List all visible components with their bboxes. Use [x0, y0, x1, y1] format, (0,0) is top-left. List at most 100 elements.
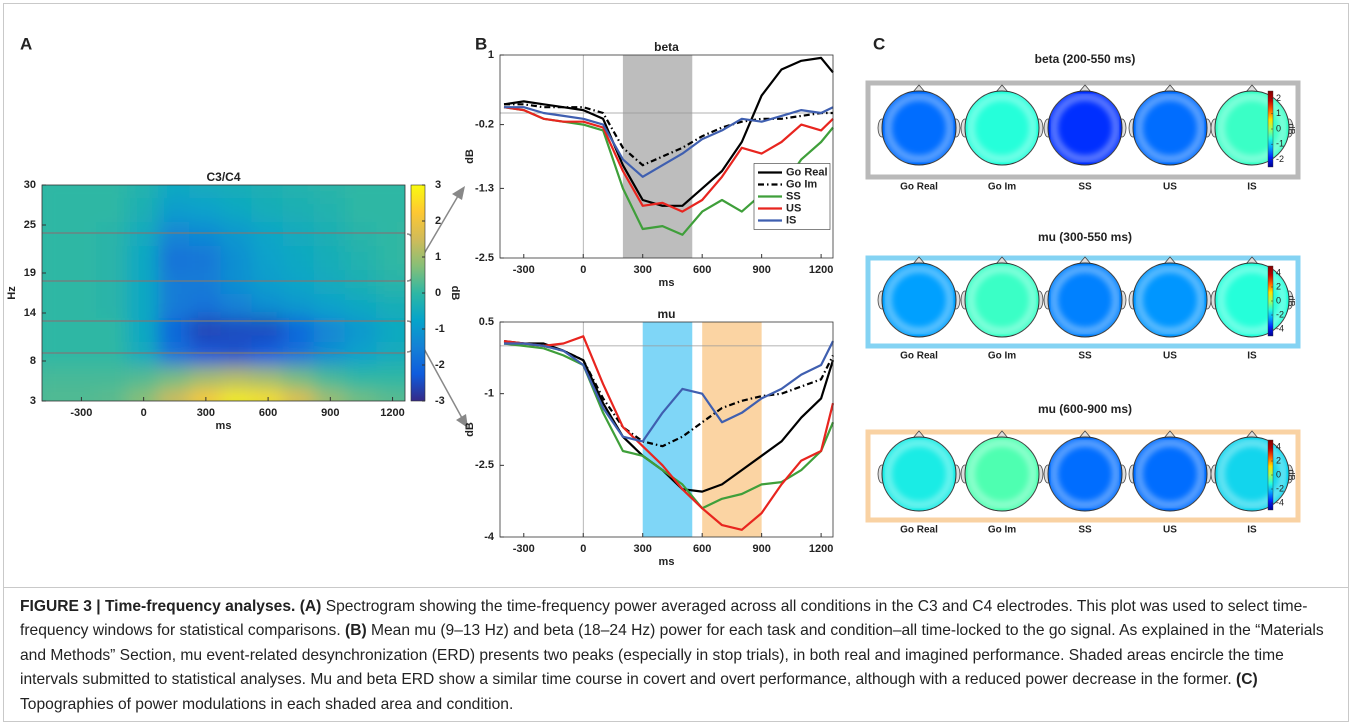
chart-title: C3/C4	[206, 170, 240, 184]
heatmap-cell	[95, 364, 130, 390]
heatmap-cell	[344, 316, 378, 342]
colorbar-tick-label: -1	[1276, 139, 1284, 149]
topography	[964, 262, 1040, 338]
figure-frame	[3, 3, 1349, 722]
heatmap-cell	[375, 244, 405, 270]
topography	[964, 436, 1040, 512]
topography-rim	[884, 265, 954, 335]
x-tick-label: 600	[693, 543, 711, 555]
x-axis-label: ms	[216, 420, 232, 432]
nose	[995, 84, 1009, 93]
heatmap-cell	[220, 244, 254, 270]
panel-label: B	[475, 34, 487, 53]
separator	[4, 587, 1348, 588]
y-tick-label: 1	[488, 49, 494, 61]
condition-label: Go Im	[988, 351, 1016, 362]
y-tick-label: -2.5	[475, 459, 494, 471]
heatmap-cell	[375, 292, 405, 318]
topography	[1047, 262, 1123, 338]
heatmap-cell	[42, 292, 67, 318]
topomap-title: beta (200-550 ms)	[1035, 52, 1136, 66]
heatmap-cell	[375, 388, 405, 401]
figure: -300 0 300 600 900 12003814192530C3/C4msHzA-3…	[6, 34, 1301, 568]
condition-label: Go Real	[900, 525, 938, 536]
heatmap-clip	[42, 185, 405, 401]
y-tick-label: 19	[24, 267, 36, 279]
heatmap-cell	[313, 364, 347, 390]
x-tick-label: -300	[70, 407, 92, 419]
x-tick-label: -300	[513, 543, 535, 555]
heatmap-cell	[64, 388, 98, 401]
heatmap-cell	[220, 316, 254, 342]
heatmap-cell	[313, 292, 347, 318]
shaded-interval	[702, 322, 762, 537]
plot-frame	[499, 54, 834, 259]
colorbar-tick-label: 0	[435, 287, 441, 299]
topography-rim	[967, 93, 1037, 163]
colorbar-tick-label: 2	[435, 215, 441, 227]
x-axis-label: ms	[659, 277, 675, 289]
topography	[1047, 436, 1123, 512]
nose	[1163, 430, 1177, 439]
topography-rim	[1135, 93, 1205, 163]
heatmap-cell	[313, 196, 347, 222]
heatmap-cell	[313, 185, 347, 198]
condition-label: SS	[1078, 351, 1092, 362]
heatmap-cell	[375, 196, 405, 222]
series-line	[503, 106, 834, 213]
colorbar-label: dB	[449, 286, 461, 301]
heatmap-cell	[95, 185, 130, 198]
colorbar-tick-label: 2	[1276, 281, 1281, 291]
heatmap-cell	[64, 244, 98, 270]
condition-label: Go Im	[988, 525, 1016, 536]
heatmap-cell	[282, 292, 316, 318]
nose	[1245, 430, 1259, 439]
colorbar-tick-label: 2	[1276, 93, 1281, 103]
nose	[912, 84, 926, 93]
nose	[1245, 84, 1259, 93]
arrow-head	[456, 414, 468, 428]
y-axis-label: Hz	[6, 286, 18, 300]
heatmap-cell	[95, 316, 130, 342]
nose	[1078, 430, 1092, 439]
heatmap-cell	[189, 244, 223, 270]
topography-rim	[1217, 439, 1287, 509]
topography-rim	[1217, 93, 1287, 163]
heatmap-cell	[64, 364, 98, 390]
y-tick-label: -1	[484, 388, 494, 400]
heatmap-cell	[344, 244, 378, 270]
x-tick-label: -300	[513, 264, 535, 276]
topography	[1047, 90, 1123, 166]
heatmap-cell	[64, 196, 98, 222]
heatmap-cell	[158, 185, 192, 198]
colorbar-label: dB	[1287, 123, 1297, 134]
topomap-title: mu (600-900 ms)	[1038, 402, 1132, 416]
heatmap-cell	[344, 364, 378, 390]
x-tick-label: 900	[321, 407, 339, 419]
legend-label: US	[786, 202, 801, 214]
nose	[912, 256, 926, 265]
condition-label: US	[1163, 525, 1177, 536]
heatmap-cell	[189, 364, 223, 390]
heatmap-cell	[220, 364, 254, 390]
heatmap-cell	[158, 316, 192, 342]
topography	[964, 90, 1040, 166]
heatmap-cell	[251, 388, 285, 401]
colorbar-tick-label: 0	[1276, 469, 1281, 479]
plot-frame	[499, 321, 834, 538]
colorbar-tick-label: -2	[1276, 154, 1284, 164]
condition-label: IS	[1247, 351, 1257, 362]
x-axis-label: ms	[659, 556, 675, 568]
heatmap-cell	[127, 316, 161, 342]
heatmap-cell	[158, 292, 192, 318]
caption-text: Spectrogram showing the time-frequency p…	[20, 598, 1308, 640]
heatmap-cell	[158, 364, 192, 390]
topography-rim	[884, 93, 954, 163]
heatmap-cell	[189, 388, 223, 401]
topography-rim	[884, 439, 954, 509]
heatmap-cell	[158, 388, 192, 401]
nose	[1078, 84, 1092, 93]
x-tick-label: 0	[580, 543, 586, 555]
y-axis-label: dB	[464, 422, 476, 437]
heatmap-cell	[220, 196, 254, 222]
